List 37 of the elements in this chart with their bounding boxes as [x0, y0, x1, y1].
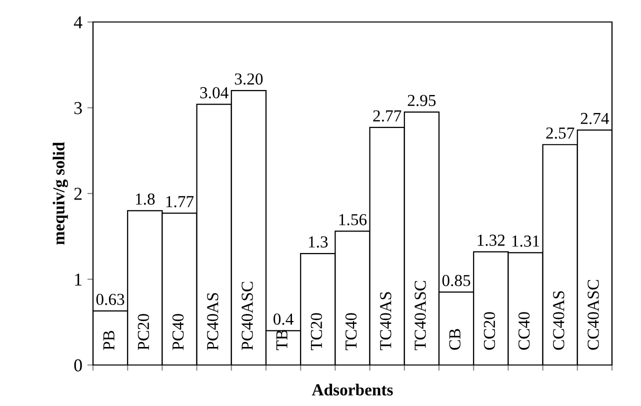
x-tick-label: CC40: [518, 312, 530, 350]
x-tick-label: CC40ASC: [588, 280, 599, 350]
data-label: 1.56: [339, 214, 367, 226]
data-label: 1.31: [512, 236, 540, 247]
data-label: 1.32: [478, 234, 505, 246]
y-tick-label: 0: [74, 359, 82, 372]
data-label: 0.4: [274, 313, 294, 325]
data-label: 0.63: [96, 294, 124, 306]
y-tick-label: 4: [74, 16, 82, 28]
x-tick-label: CC20: [484, 312, 496, 350]
data-label: 2.57: [546, 127, 574, 139]
data-label: 2.95: [408, 94, 436, 106]
data-label: 1.3: [308, 236, 328, 248]
x-tick-label: TB: [276, 330, 288, 350]
x-tick-label: TC40AS: [380, 292, 392, 350]
data-label: 0.85: [442, 274, 470, 286]
y-tick-label: 3: [74, 102, 82, 114]
x-tick-label: PC40ASC: [242, 282, 253, 350]
y-tick-label: 1: [75, 274, 82, 286]
x-tick-label: TC20: [310, 313, 322, 350]
data-label: 3.20: [234, 73, 263, 85]
x-tick-label: TC40ASC: [414, 280, 426, 350]
x-tick-label: PC40AS: [207, 293, 218, 350]
x-tick-label: PC40: [172, 314, 184, 350]
x-tick-label: CC40AS: [553, 291, 564, 350]
x-tick-label: TC40: [345, 313, 357, 350]
data-label: 2.74: [580, 112, 610, 124]
x-tick-label: CB: [449, 329, 460, 350]
x-tick-label: PB: [103, 330, 114, 350]
data-label: 3.04: [200, 87, 228, 98]
data-label: 2.77: [373, 110, 402, 122]
data-label: 1.8: [136, 193, 155, 205]
y-tick-label: 2: [74, 188, 82, 200]
y-axis-title: mequiv/g solid: [52, 142, 68, 245]
data-label: 1.77: [166, 196, 194, 208]
x-axis-title: Adsorbents: [312, 384, 393, 396]
x-tick-label: PC20: [138, 314, 150, 350]
